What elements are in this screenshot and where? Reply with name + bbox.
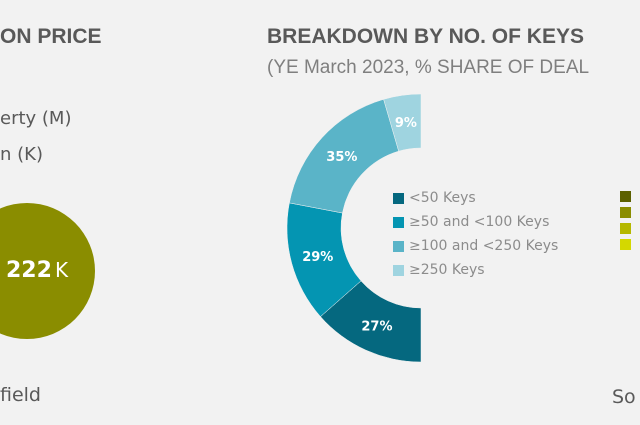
right-source: So — [612, 386, 636, 408]
donut-segment-3 — [383, 93, 422, 152]
legend-swatch — [393, 216, 404, 228]
right-legend-swatch — [620, 207, 631, 218]
data-label: 9% — [395, 116, 417, 131]
right-legend-swatch — [620, 239, 631, 250]
legend-item: ≥50 and <100 Keys — [393, 210, 558, 234]
legend-label: ≥100 and <250 Keys — [409, 238, 559, 254]
left-legend-2: n (K) — [0, 144, 43, 165]
data-label: 27% — [361, 320, 392, 335]
price-circle — [0, 203, 95, 339]
circle-label: 222 K — [6, 258, 68, 283]
data-label: 29% — [302, 250, 333, 265]
legend-swatch — [393, 264, 404, 276]
left-legend-1: erty (M) — [0, 108, 72, 129]
legend-label: <50 Keys — [409, 190, 476, 206]
circle-unit: K — [54, 258, 69, 282]
legend-swatch — [393, 192, 404, 204]
chart-legend: <50 Keys ≥50 and <100 Keys ≥100 and <250 K… — [393, 186, 558, 282]
right-legend-swatch — [620, 223, 631, 234]
data-label: 35% — [326, 150, 357, 165]
circle-value: 222 — [6, 258, 52, 283]
right-legend-swatch — [620, 191, 631, 202]
right-legend — [620, 191, 631, 255]
chart-subtitle: (YE March 2023, % SHARE OF DEAL — [267, 57, 590, 78]
legend-label: ≥50 and <100 Keys — [409, 214, 550, 230]
left-source: field — [0, 384, 41, 406]
chart-title: BREAKDOWN BY NO. OF KEYS — [267, 25, 584, 48]
half-donut-chart: 27% 29% 35% 9% — [286, 93, 422, 363]
left-title: ON PRICE — [0, 25, 102, 48]
legend-swatch — [393, 240, 404, 252]
legend-label: ≥250 Keys — [409, 262, 485, 278]
price-circle-shape — [0, 203, 95, 339]
legend-item: ≥100 and <250 Keys — [393, 234, 558, 258]
legend-item: <50 Keys — [393, 186, 558, 210]
legend-item: ≥250 Keys — [393, 258, 558, 282]
